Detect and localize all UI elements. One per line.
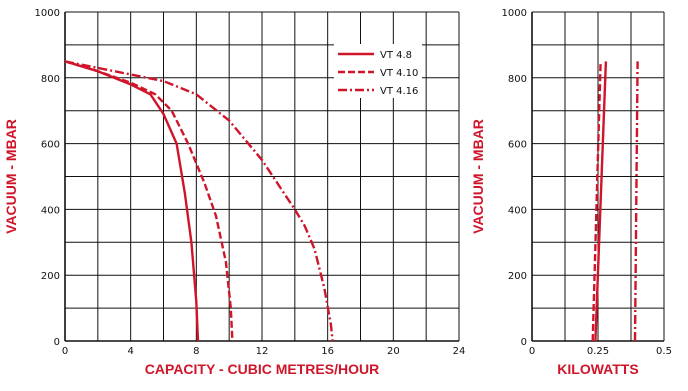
x-tick-label: 0.25 [587,346,609,357]
x-tick-label: 20 [387,346,400,357]
series-line [64,60,234,342]
y-tick-label: 1000 [502,8,527,19]
x-tick-label: 8 [193,346,199,357]
y-tick-label: 400 [508,205,527,216]
y-tick-label: 0 [54,337,60,348]
x-tick-label: 24 [453,346,466,357]
y-tick-label: 800 [508,74,527,85]
y-tick-label: 400 [41,205,60,216]
series-line [633,61,639,342]
y-tick-label: 600 [508,140,527,151]
series-line [594,61,608,342]
legend-label: VT 4.8 [380,50,412,61]
x-axis-label: KILOWATTS [557,361,638,377]
series-line [64,60,200,342]
kilowatts-chart: 0 0.25 0.5 0 200 400 600 800 1000 KILOWATTS VACUUM… [470,8,672,377]
x-tick-label: 0 [62,346,68,357]
y-tick-label: 800 [41,74,60,85]
series-line [64,60,334,342]
series-line [591,61,602,342]
y-tick-label: 200 [508,271,527,282]
x-tick-label: 0.5 [656,346,672,357]
capacity-chart: 0 4 8 12 16 20 24 0 200 400 600 800 1000 CAPACITY - C… [3,8,465,377]
x-tick-label: 4 [127,346,133,357]
y-axis-label: VACUUM - MBAR [470,119,486,234]
x-tick-label: 0 [529,346,535,357]
y-tick-label: 600 [41,140,60,151]
legend-label: VT 4.10 [380,68,418,79]
y-tick-label: 200 [41,271,60,282]
x-tick-label: 12 [256,346,269,357]
x-tick-label: 16 [321,346,334,357]
y-tick-label: 1000 [35,8,60,19]
y-axis-label: VACUUM - MBAR [3,119,19,234]
legend-label: VT 4.16 [380,86,418,97]
y-tick-label: 0 [521,337,527,348]
x-axis-label: CAPACITY - CUBIC METRES/HOUR [145,361,379,377]
